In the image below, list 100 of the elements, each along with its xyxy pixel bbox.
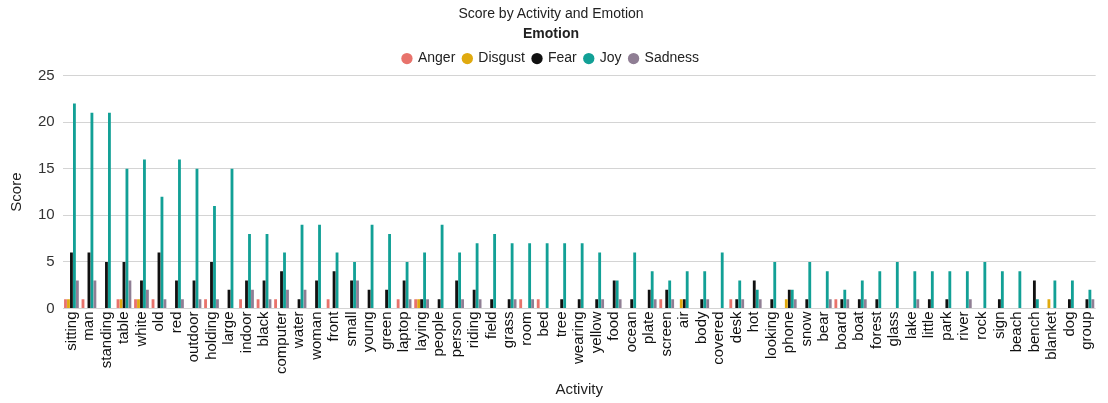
legend-label: Anger (417, 49, 456, 66)
bar (927, 299, 931, 308)
x-tick-label: laptop (394, 311, 412, 353)
x-tick-label: young (359, 311, 377, 353)
chart-title: Score by Activity and Emotion (458, 5, 644, 22)
x-tick-label: river (954, 311, 972, 341)
x-tick-label: board (831, 311, 849, 350)
legend-title: Emotion (523, 24, 579, 41)
bar (440, 224, 444, 308)
x-tick-label: indoor (236, 311, 254, 354)
bar (916, 299, 920, 308)
bar (143, 159, 146, 308)
bar (825, 271, 829, 308)
bar (860, 280, 864, 308)
y-tick-label: 15 (38, 158, 55, 176)
x-tick-label: little (919, 311, 937, 339)
bar (1000, 271, 1004, 308)
bar (286, 289, 289, 308)
bar (948, 271, 952, 308)
bar (210, 261, 213, 308)
bar (659, 299, 663, 308)
bar (560, 299, 564, 308)
bar (472, 289, 476, 308)
x-tick-label: white (131, 311, 149, 348)
x-tick-label: boat (849, 310, 867, 341)
bar (1032, 280, 1036, 308)
bar (773, 261, 777, 308)
bar (356, 280, 359, 308)
legend-label: Disgust (478, 49, 526, 66)
x-tick-label: covered (709, 311, 727, 365)
bar (805, 299, 809, 308)
bar (1035, 299, 1039, 308)
bar (458, 252, 462, 308)
bar (735, 299, 739, 308)
bar (493, 233, 497, 308)
x-tick-label: woman (306, 311, 324, 361)
bar (700, 299, 704, 308)
x-tick-label: plate (639, 311, 657, 344)
bar (668, 280, 672, 308)
x-tick-label: front (324, 310, 342, 342)
bar (828, 299, 832, 308)
bar (326, 299, 330, 308)
x-tick-label: computer (271, 311, 289, 374)
bar (353, 261, 356, 308)
x-tick-label: yellow (586, 311, 604, 354)
bar (863, 299, 867, 308)
bar (318, 224, 321, 308)
bar (385, 289, 388, 308)
bar (563, 243, 567, 308)
bar (140, 280, 143, 308)
legend-label: Sadness (644, 49, 700, 66)
bar (834, 299, 838, 308)
bar (528, 243, 532, 308)
bar (630, 299, 634, 308)
bar (755, 289, 759, 308)
bar (181, 299, 184, 308)
bar (531, 299, 535, 308)
bar (741, 299, 745, 308)
bar (455, 280, 459, 308)
bar (1053, 280, 1057, 308)
bar (895, 261, 899, 308)
bar (878, 271, 882, 308)
bar (758, 299, 762, 308)
legend-label: Fear (547, 49, 578, 66)
x-tick-label: bed (534, 311, 552, 337)
bar (178, 159, 181, 308)
x-tick-label: red (166, 311, 184, 334)
bar (490, 299, 494, 308)
x-tick-label: rock (972, 310, 990, 340)
x-tick-label: standing (96, 311, 114, 369)
x-tick-label: bear (814, 311, 832, 342)
x-tick-label: man (79, 311, 97, 341)
bar (507, 299, 511, 308)
bar (1091, 299, 1095, 308)
bar (1070, 280, 1074, 308)
bar (650, 271, 654, 308)
x-tick-label: tree (551, 311, 569, 338)
x-tick-label: park (936, 310, 954, 341)
bar (216, 299, 219, 308)
x-tick-label: food (604, 311, 622, 341)
y-tick-label: 10 (38, 205, 55, 223)
bar (274, 299, 277, 308)
x-tick-label: old (149, 311, 167, 332)
bar (213, 206, 216, 308)
x-tick-label: looking (761, 311, 779, 360)
bar (75, 280, 79, 308)
bar (423, 252, 426, 308)
bar (671, 299, 675, 308)
bar (752, 280, 756, 308)
bar (647, 289, 651, 308)
x-tick-label: dog (1059, 311, 1077, 337)
bar (983, 261, 987, 308)
bar (93, 280, 97, 308)
bar (945, 299, 949, 308)
y-tick-label: 20 (38, 112, 55, 130)
bar (1088, 289, 1092, 308)
bar (513, 299, 517, 308)
bar (840, 299, 844, 308)
x-tick-label: person (446, 311, 464, 358)
x-tick-label: beach (1007, 311, 1025, 353)
